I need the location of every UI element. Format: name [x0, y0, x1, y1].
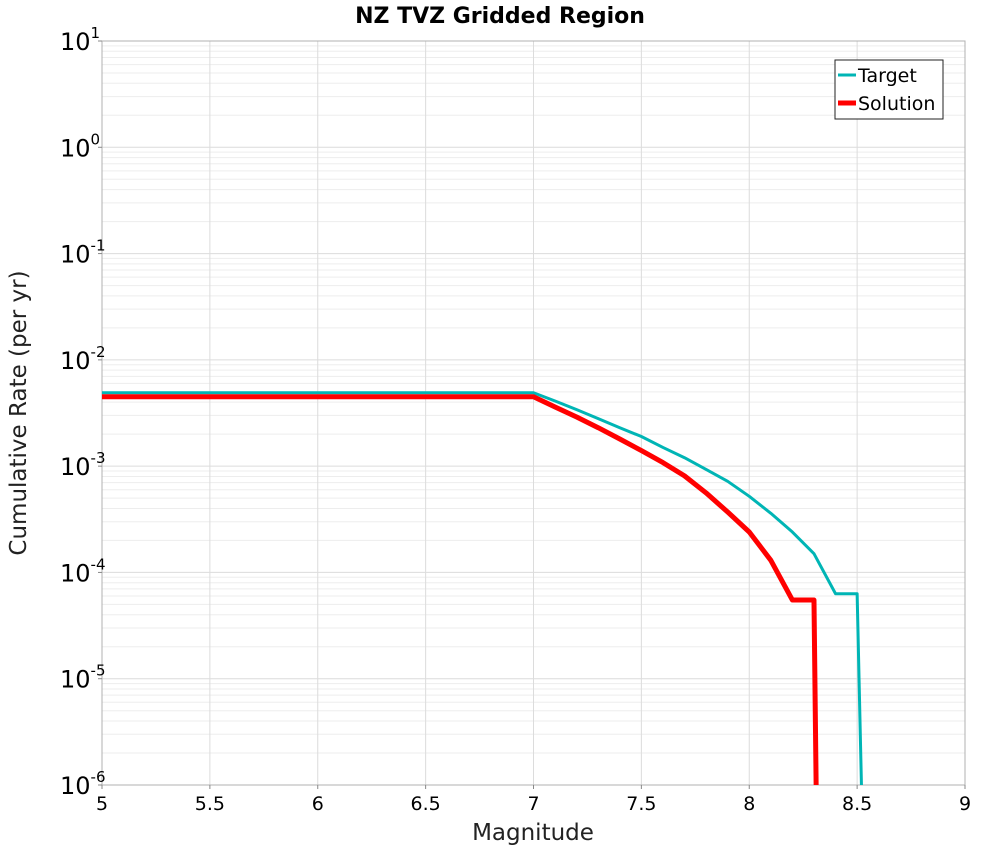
y-tick-label: 10-5: [60, 662, 106, 694]
series-line-solution: [102, 394, 819, 786]
y-axis-ticks: 101 100 10-1 10-2 10-3 10-4 10-5 10-6: [60, 24, 106, 800]
x-tick-label: 7: [527, 793, 539, 815]
y-tick-label: 101: [60, 24, 100, 56]
x-tick-label: 7.5: [626, 793, 656, 815]
chart-title: NZ TVZ Gridded Region: [355, 4, 645, 29]
y-tick-label: 100: [60, 130, 100, 162]
x-tick-label: 6.5: [411, 793, 441, 815]
y-tick-label: 10-3: [60, 449, 106, 481]
x-axis-ticks: 5 5.5 6 6.5 7 7.5 8 8.5 9: [96, 785, 971, 815]
x-axis-label: Magnitude: [472, 820, 594, 846]
x-tick-label: 8.5: [842, 793, 872, 815]
x-tick-label: 8: [743, 793, 755, 815]
x-tick-label: 6: [312, 793, 324, 815]
series-layer: [102, 391, 863, 786]
y-tick-label: 10-4: [60, 555, 106, 587]
x-tick-label: 5.5: [195, 793, 225, 815]
legend-box: [834, 59, 944, 120]
legend-label-target: Target: [857, 65, 917, 87]
legend-label-solution: Solution: [858, 93, 935, 115]
series-line-target: [102, 391, 863, 786]
y-axis-label: Cumulative Rate (per yr): [6, 270, 32, 555]
y-tick-label: 10-2: [60, 343, 106, 375]
legend: Target Solution: [834, 59, 944, 120]
x-tick-label: 9: [959, 793, 971, 815]
x-tick-label: 5: [96, 793, 108, 815]
y-tick-label: 10-1: [60, 237, 106, 269]
y-tick-label: 10-6: [60, 768, 106, 800]
